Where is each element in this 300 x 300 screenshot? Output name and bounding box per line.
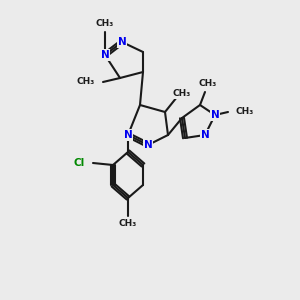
Text: N: N: [100, 50, 109, 60]
Text: Cl: Cl: [74, 158, 85, 168]
Text: N: N: [144, 140, 152, 150]
Text: N: N: [118, 37, 126, 47]
Text: CH₃: CH₃: [173, 89, 191, 98]
Text: CH₃: CH₃: [96, 20, 114, 28]
Text: N: N: [211, 110, 219, 120]
Text: CH₃: CH₃: [236, 107, 254, 116]
Text: N: N: [124, 130, 132, 140]
Text: CH₃: CH₃: [77, 77, 95, 86]
Text: N: N: [201, 130, 209, 140]
Text: CH₃: CH₃: [199, 80, 217, 88]
Text: CH₃: CH₃: [119, 220, 137, 229]
